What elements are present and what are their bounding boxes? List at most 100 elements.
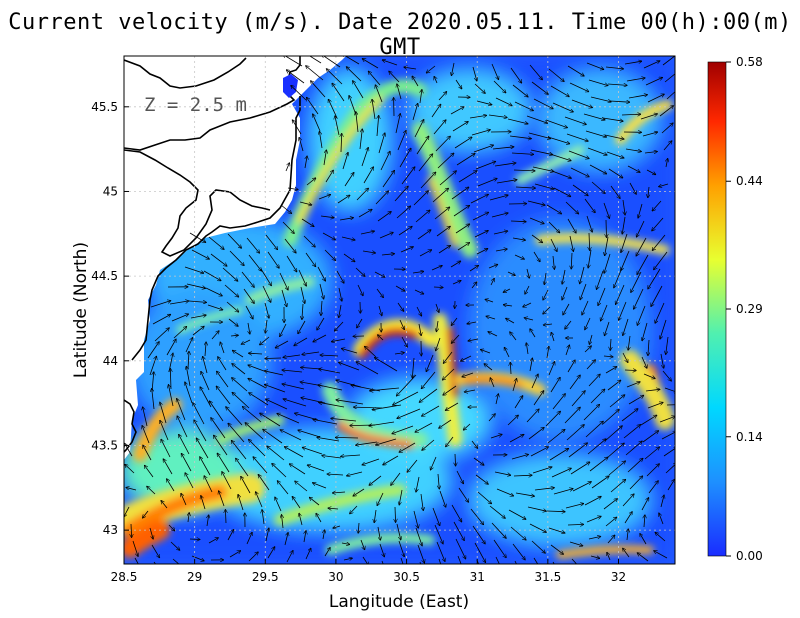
current-vector-arrow — [339, 304, 342, 318]
current-vector-arrow — [433, 287, 443, 288]
current-vector-arrow — [567, 524, 584, 525]
current-vector-arrow — [248, 322, 250, 334]
x-axis-ticks: 28.5 29 29.5 30 30.5 31 31.5 32 — [111, 559, 626, 584]
current-vector-arrow — [567, 360, 575, 373]
current-vector-arrow — [530, 447, 549, 457]
current-vector-arrow — [299, 201, 312, 205]
current-vector-arrow — [339, 362, 360, 371]
current-vector-arrow — [249, 353, 263, 354]
current-vector-arrow — [283, 399, 307, 407]
current-vector-arrow — [379, 232, 393, 239]
current-vector-arrow — [396, 523, 401, 540]
current-vector-arrow — [551, 468, 571, 478]
current-vector-arrow — [432, 507, 440, 526]
current-vector-arrow — [426, 65, 436, 73]
current-vector-arrow — [534, 183, 554, 189]
current-vector-arrow — [526, 115, 548, 123]
current-vector-arrow — [480, 350, 491, 354]
current-vector-arrow — [143, 407, 148, 427]
current-vector-arrow — [262, 510, 264, 525]
current-vector-arrow — [545, 119, 568, 128]
current-vector-arrow — [368, 71, 381, 86]
current-vector-arrow — [380, 151, 390, 171]
current-vector-arrow — [312, 483, 327, 489]
current-vector-arrow — [369, 421, 395, 426]
current-vector-arrow — [627, 165, 640, 172]
current-vector-arrow — [489, 195, 508, 201]
current-vector-arrow — [313, 334, 327, 342]
current-vector-arrow — [494, 471, 511, 475]
current-vector-arrow — [462, 372, 474, 377]
current-vector-arrow — [504, 347, 510, 358]
current-vector-arrow — [416, 306, 422, 316]
current-vector-arrow — [647, 402, 663, 409]
current-vector-arrow — [484, 364, 493, 371]
current-vector-arrow — [207, 515, 209, 527]
current-vector-arrow — [419, 388, 438, 402]
current-vector-arrow — [378, 305, 382, 316]
current-vector-arrow — [476, 100, 492, 105]
current-vector-arrow — [224, 284, 239, 297]
current-vector-arrow — [396, 374, 417, 396]
current-vector-arrow — [327, 474, 344, 475]
current-vector-arrow — [530, 149, 553, 155]
current-vector-arrow — [569, 82, 589, 92]
current-vector-arrow — [207, 304, 223, 310]
current-vector-arrow — [563, 303, 570, 315]
current-vector-arrow — [152, 388, 155, 410]
current-vector-arrow — [638, 203, 643, 218]
current-vector-arrow — [606, 219, 607, 238]
current-vector-arrow — [470, 508, 484, 525]
current-vector-arrow — [451, 317, 458, 326]
current-vector-arrow — [458, 487, 469, 502]
colorbar-tick-label: 0.29 — [736, 302, 763, 316]
current-vector-arrow — [651, 285, 663, 307]
current-vector-arrow — [549, 153, 571, 161]
current-vector-arrow — [552, 102, 573, 112]
current-vector-arrow — [648, 186, 649, 198]
current-vector-arrow — [377, 212, 391, 222]
current-vector-arrow — [637, 553, 649, 562]
current-vector-arrow — [582, 300, 589, 315]
current-vector-arrow — [549, 448, 569, 461]
current-vector-arrow — [446, 436, 454, 447]
colorbar-tick-label: 0.58 — [736, 55, 763, 69]
current-vector-arrow — [415, 210, 430, 223]
current-vector-arrow — [395, 506, 396, 522]
current-vector-arrow — [544, 272, 546, 285]
current-vector-arrow — [526, 409, 539, 423]
current-vector-arrow — [637, 254, 649, 275]
current-vector-arrow — [416, 476, 420, 492]
current-vector-arrow — [192, 326, 204, 336]
current-vector-arrow — [641, 356, 647, 368]
current-vector-arrow — [469, 266, 479, 272]
current-vector-arrow — [321, 300, 322, 316]
current-vector-arrow — [211, 418, 226, 439]
current-vector-arrow — [324, 548, 330, 557]
current-vector-arrow — [503, 288, 511, 292]
current-vector-arrow — [457, 243, 470, 251]
current-vector-arrow — [232, 378, 248, 392]
current-vector-arrow — [543, 324, 553, 325]
current-vector-arrow — [319, 131, 323, 149]
current-vector-arrow — [588, 374, 600, 387]
current-vector-arrow — [169, 301, 189, 305]
current-vector-arrow — [495, 97, 512, 106]
current-vector-arrow — [564, 407, 580, 424]
current-vector-arrow — [418, 154, 433, 172]
current-vector-arrow — [586, 62, 604, 70]
current-vector-arrow — [163, 459, 173, 475]
current-vector-arrow — [185, 338, 193, 353]
current-vector-arrow — [238, 494, 244, 511]
velocity-field — [124, 56, 675, 564]
current-vector-arrow — [622, 352, 628, 363]
current-vector-arrow — [328, 508, 339, 509]
current-vector-arrow — [568, 150, 589, 159]
current-vector-arrow — [279, 272, 288, 290]
current-vector-arrow — [353, 407, 383, 408]
current-vector-arrow — [232, 392, 250, 409]
current-vector-arrow — [571, 252, 572, 269]
current-vector-arrow — [432, 188, 449, 203]
current-vector-arrow — [602, 117, 623, 121]
current-vector-arrow — [565, 201, 579, 214]
